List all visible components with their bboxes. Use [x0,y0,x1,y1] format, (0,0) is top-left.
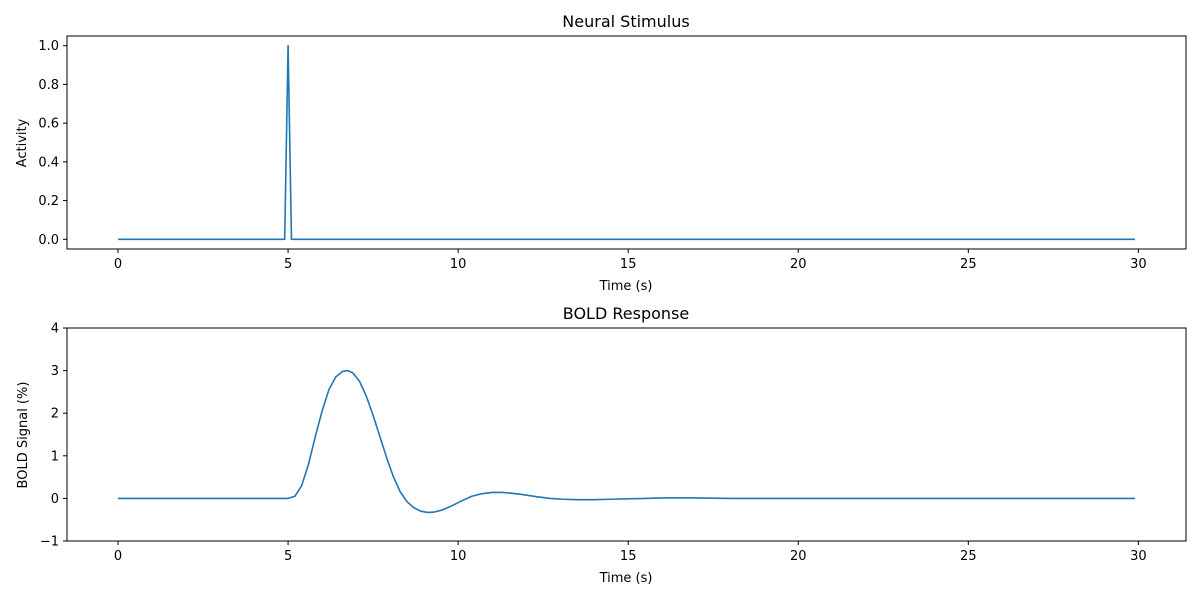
bold-xtick-label: 20 [790,549,807,564]
stimulus-title: Neural Stimulus [562,12,689,31]
bold-ytick-label: 1 [51,449,59,464]
stimulus-ytick-label: 1.0 [38,39,59,54]
bold-xtick-label: 5 [284,549,292,564]
stimulus-xtick-label: 0 [114,257,122,272]
bold-plot: BOLD Response Time (s) BOLD Signal (%) 0… [16,304,1187,586]
stimulus-series-line [118,44,1135,241]
stimulus-xtick-label: 30 [1130,257,1147,272]
stimulus-plot: Neural Stimulus Time (s) Activity 0 5 10 15… [15,12,1187,294]
bold-title: BOLD Response [563,304,689,323]
stimulus-axes-frame [66,35,1187,250]
bold-ytick-label: −1 [40,535,59,550]
bold-ytick-label: 2 [51,407,59,422]
stimulus-ylabel: Activity [15,118,30,167]
stimulus-ytick-label: 0.6 [38,117,59,132]
bold-xlabel: Time (s) [599,571,653,586]
stimulus-xtick-label: 5 [284,257,292,272]
stimulus-xtick-label: 10 [450,257,467,272]
bold-ytick-label: 3 [51,364,59,379]
bold-xtick-label: 25 [960,549,977,564]
bold-xtick-label: 15 [620,549,637,564]
bold-series-line [118,369,1135,514]
stimulus-ytick-label: 0.0 [38,233,59,248]
stimulus-ytick-label: 0.8 [38,78,59,93]
bold-xtick-label: 0 [114,549,122,564]
bold-ylabel: BOLD Signal (%) [16,382,31,489]
stimulus-xtick-label: 20 [790,257,807,272]
bold-xtick-label: 30 [1130,549,1147,564]
bold-ytick-label: 0 [51,492,59,507]
bold-axes: 0 5 10 15 20 25 30 −1 0 1 2 3 4 [40,322,1187,564]
bold-ytick-label: 4 [51,322,59,337]
bold-xtick-label: 10 [450,549,467,564]
stimulus-ytick-label: 0.2 [38,194,59,209]
bold-axes-frame [66,327,1187,542]
stimulus-ytick-label: 0.4 [38,155,59,170]
stimulus-xtick-label: 15 [620,257,637,272]
stimulus-xtick-label: 25 [960,257,977,272]
stimulus-axes: 0 5 10 15 20 25 30 0.0 0.2 0.4 0.6 0.8 1.0 [38,35,1187,272]
stimulus-xlabel: Time (s) [599,279,653,294]
